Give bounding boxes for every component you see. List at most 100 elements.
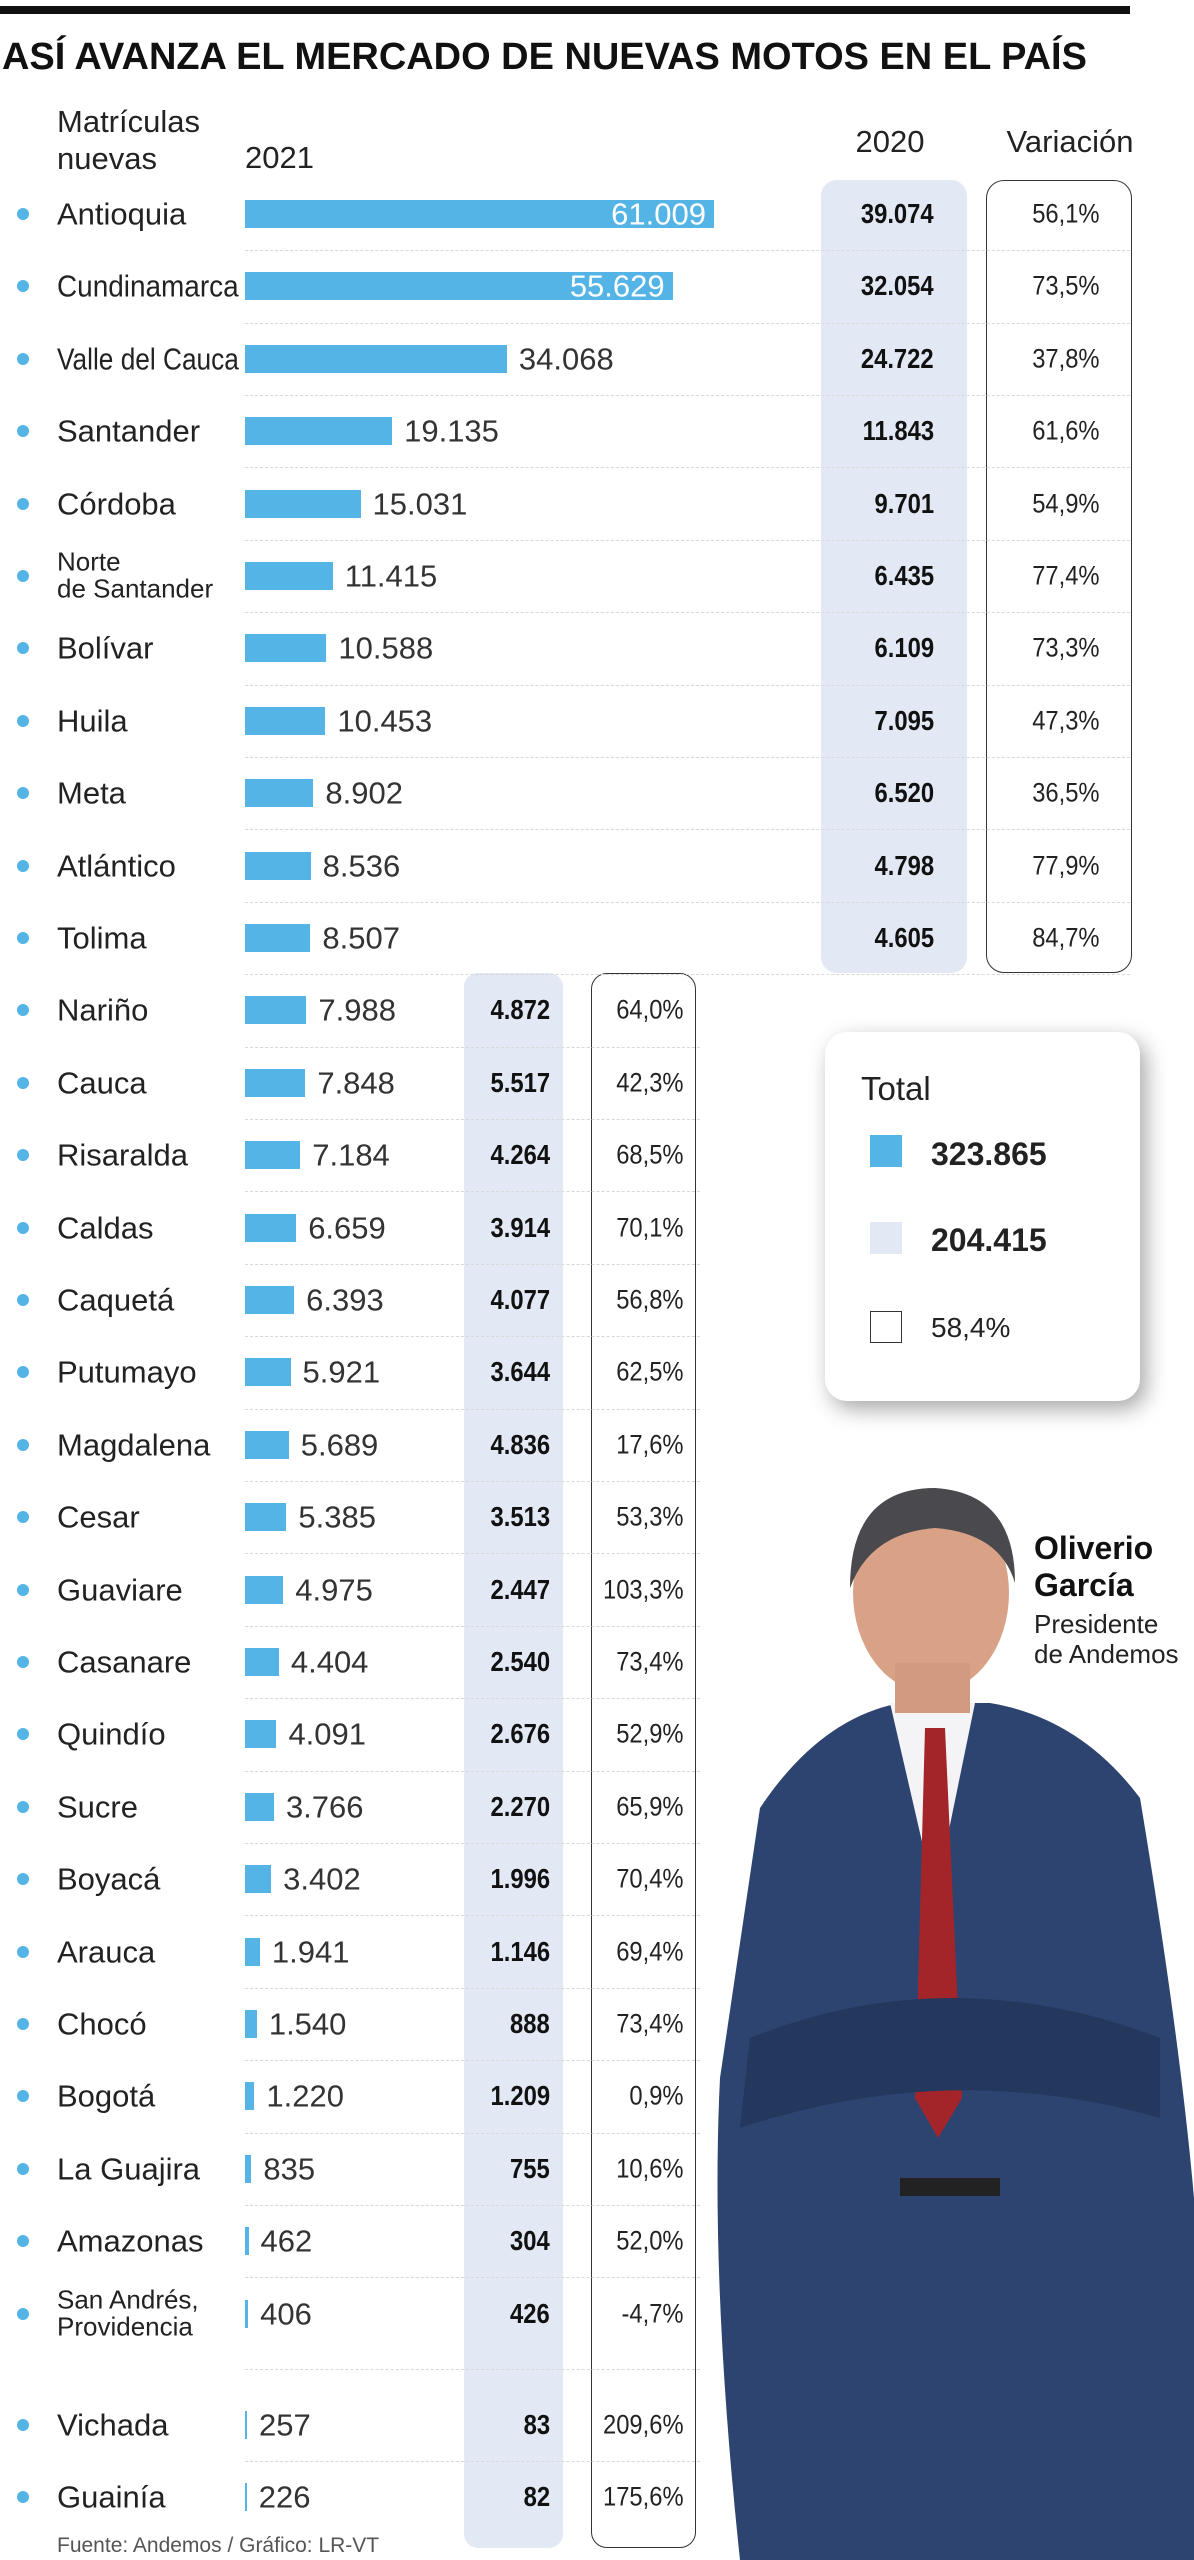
row-divider <box>245 2369 700 2371</box>
bar <box>245 2227 249 2256</box>
table-value: 77,4% <box>1032 560 1100 591</box>
bar <box>245 1068 306 1097</box>
table-value: 2.676 <box>490 1718 550 1750</box>
value-label: 10.453 <box>337 703 433 739</box>
column-background <box>464 973 563 2548</box>
legend-value: 204.415 <box>931 1222 1047 1258</box>
legend-title: Total <box>861 1070 931 1107</box>
row-divider <box>245 250 1130 252</box>
value-label: 55.629 <box>569 268 665 304</box>
category-label: Bolívar <box>57 630 154 666</box>
top-rule <box>0 6 1130 14</box>
row-divider <box>245 1553 700 1555</box>
bullet <box>17 1656 29 1668</box>
value-label: 61.009 <box>611 196 706 232</box>
category-label: Putumayo <box>57 1354 197 1390</box>
row-divider <box>245 1119 700 1120</box>
bar <box>245 1286 295 1314</box>
column-box <box>986 180 1132 973</box>
table-value: 17,6% <box>616 1429 684 1460</box>
value-label: 10.588 <box>338 630 434 666</box>
column-box <box>591 973 696 2548</box>
bullet <box>17 2018 29 2030</box>
value-label: 462 <box>260 2223 313 2259</box>
row-divider <box>245 1336 700 1338</box>
bar <box>245 1213 297 1242</box>
table-value: 175,6% <box>603 2481 684 2512</box>
table-value: 2.540 <box>490 1646 550 1677</box>
table-value: 6.520 <box>874 777 934 809</box>
table-value: 2.270 <box>490 1790 550 1822</box>
category-label: Caquetá <box>57 1282 175 1318</box>
table-value: 4.077 <box>490 1284 550 1315</box>
table-value: 304 <box>510 2225 550 2257</box>
row-divider <box>245 2060 700 2062</box>
bullet <box>17 642 29 655</box>
bar <box>245 1141 301 1170</box>
row-divider <box>245 1987 700 1989</box>
value-label: 4.091 <box>288 1716 367 1752</box>
row-divider <box>245 1843 700 1844</box>
category-label: Nariño <box>57 992 149 1028</box>
table-value: 53,3% <box>616 1501 684 1532</box>
bar <box>245 779 314 808</box>
row-divider <box>245 1915 700 1917</box>
row-divider <box>245 612 1130 614</box>
table-value: 103,3% <box>603 1574 684 1605</box>
bar <box>245 417 393 446</box>
table-value: 1.209 <box>490 2080 550 2112</box>
title: ASÍ AVANZA EL MERCADO DE NUEVAS MOTOS EN… <box>2 36 1087 78</box>
table-value: 52,9% <box>616 1718 684 1749</box>
row-divider <box>245 1481 700 1482</box>
category-label: Chocó <box>57 2006 147 2042</box>
table-value: 69,4% <box>616 1936 684 1967</box>
value-label: 6.659 <box>308 1210 386 1246</box>
value-label: 5.385 <box>298 1499 376 1535</box>
bullet <box>17 2162 29 2175</box>
value-label: 835 <box>263 2151 316 2187</box>
bar <box>245 1358 291 1387</box>
bar <box>245 2154 252 2183</box>
category-label: Cesar <box>57 1499 140 1535</box>
category-label: Sucre <box>57 1789 138 1825</box>
bar <box>245 1720 277 1749</box>
table-value: 36,5% <box>1032 777 1100 808</box>
bullet <box>17 1294 29 1306</box>
table-value: 426 <box>510 2297 550 2329</box>
bar <box>245 2082 255 2111</box>
bar <box>245 706 326 735</box>
bar <box>245 924 311 952</box>
row-divider <box>245 2132 700 2134</box>
bar <box>245 200 714 228</box>
table-value: 5.517 <box>490 1066 550 1098</box>
bullet <box>17 1004 29 1017</box>
row-divider <box>245 901 1130 903</box>
bar <box>245 2411 247 2439</box>
table-value: 2.447 <box>490 1573 550 1605</box>
bullet <box>17 425 29 438</box>
bar <box>245 489 361 518</box>
bullet <box>17 2419 29 2431</box>
value-label: 11.415 <box>344 558 438 594</box>
bar <box>245 996 307 1025</box>
table-value: 11.843 <box>862 415 934 447</box>
row-divider <box>245 1698 700 1700</box>
value-label: 257 <box>258 2407 311 2443</box>
category-label: Arauca <box>57 1934 156 1970</box>
value-label: 4.975 <box>295 1572 373 1608</box>
bar <box>245 1792 274 1821</box>
bullet <box>17 1076 29 1089</box>
category-label: San Andrés, Providencia <box>57 2284 199 2342</box>
table-value: 755 <box>510 2152 550 2184</box>
category-label: Cauca <box>57 1065 147 1101</box>
bullet <box>17 2235 29 2248</box>
column-header: Variación <box>1006 124 1134 159</box>
category-label: Meta <box>57 775 126 811</box>
row-divider <box>245 539 1130 541</box>
row-divider <box>245 1046 700 1048</box>
value-label: 8.507 <box>322 920 400 956</box>
bullet <box>17 2307 29 2320</box>
row-divider <box>245 1408 700 1410</box>
row-divider <box>245 1191 700 1193</box>
